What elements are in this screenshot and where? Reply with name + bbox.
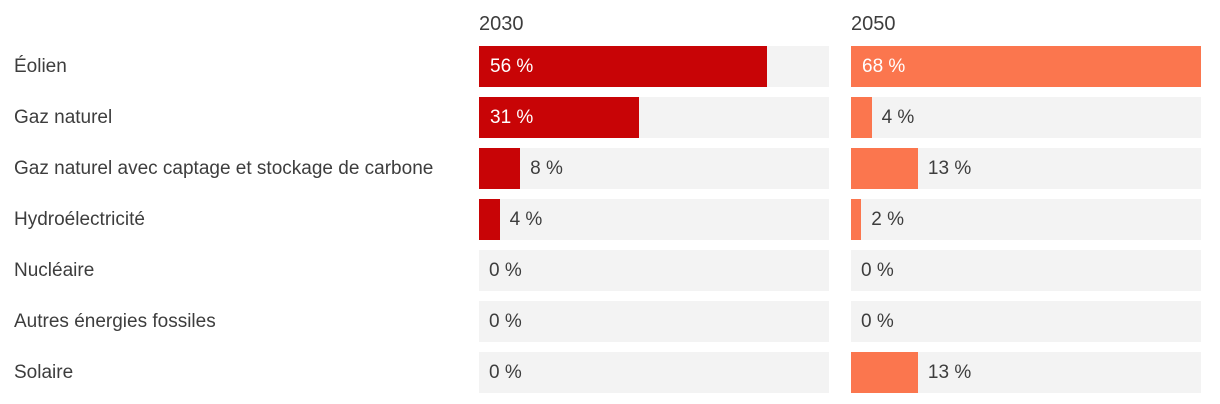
bar-track-2030: 8 % xyxy=(479,148,829,189)
chart-rows: Éolien 56 % 68 % Gaz naturel 31 % 4 % Gaz natu… xyxy=(14,46,1220,393)
category-label: Solaire xyxy=(14,361,74,383)
bar-track-2050: 0 % xyxy=(851,301,1201,342)
column-header-2050: 2050 xyxy=(851,13,896,35)
chart-row: Solaire 0 % 13 % xyxy=(14,352,1220,393)
bar-track-2050: 2 % xyxy=(851,199,1201,240)
chart-header-row: 2030 2050 xyxy=(14,2,1220,36)
bar-value-label: 4 % xyxy=(509,208,543,230)
bar-track-2030: 0 % xyxy=(479,250,829,291)
bar-value-label: 8 % xyxy=(530,157,563,179)
column-header-2030: 2030 xyxy=(479,13,524,35)
bar-track-2030: 56 % xyxy=(479,46,829,87)
bar-value-label: 0 % xyxy=(489,259,522,281)
bar-2030 xyxy=(479,148,521,189)
category-label: Gaz naturel xyxy=(14,106,113,128)
category-label: Autres énergies fossiles xyxy=(14,310,216,332)
category-label: Hydroélectricité xyxy=(14,208,145,230)
bar-value-label: 0 % xyxy=(861,310,894,332)
bar-2050 xyxy=(851,97,872,138)
category-label: Nucléaire xyxy=(14,259,95,281)
chart-row: Éolien 56 % 68 % xyxy=(14,46,1220,87)
bar-track-2050: 4 % xyxy=(851,97,1201,138)
bar-track-2050: 0 % xyxy=(851,250,1201,291)
bar-2030 xyxy=(479,199,500,240)
bar-value-label: 13 % xyxy=(927,361,972,383)
bar-track-2050: 13 % xyxy=(851,148,1201,189)
chart-row: Autres énergies fossiles 0 % 0 % xyxy=(14,301,1220,342)
bar-track-2030: 31 % xyxy=(479,97,829,138)
bar-track-2050: 13 % xyxy=(851,352,1201,393)
bar-track-2030: 0 % xyxy=(479,301,829,342)
bar-2030: 31 % xyxy=(479,97,639,138)
bar-value-label: 0 % xyxy=(861,259,894,281)
category-label: Gaz naturel avec captage et stockage de … xyxy=(14,157,434,179)
bar-value-label: 0 % xyxy=(489,361,522,383)
chart-row: Hydroélectricité 4 % 2 % xyxy=(14,199,1220,240)
bar-value-label: 31 % xyxy=(490,106,534,128)
bar-track-2030: 0 % xyxy=(479,352,829,393)
bar-2050: 68 % xyxy=(851,46,1201,87)
bar-track-2030: 4 % xyxy=(479,199,829,240)
energy-mix-bar-chart: 2030 2050 Éolien 56 % 68 % Gaz naturel 31 % 4… xyxy=(14,2,1220,393)
bar-value-label: 0 % xyxy=(489,310,522,332)
bar-2030: 56 % xyxy=(479,46,768,87)
chart-row: Gaz naturel avec captage et stockage de … xyxy=(14,148,1220,189)
bar-2050 xyxy=(851,148,918,189)
bar-2050 xyxy=(851,199,862,240)
bar-value-label: 4 % xyxy=(881,106,915,128)
chart-row: Gaz naturel 31 % 4 % xyxy=(14,97,1220,138)
category-label: Éolien xyxy=(14,55,67,77)
bar-value-label: 56 % xyxy=(490,55,534,77)
bar-2050 xyxy=(851,352,918,393)
bar-value-label: 2 % xyxy=(871,208,905,230)
chart-row: Nucléaire 0 % 0 % xyxy=(14,250,1220,291)
bar-track-2050: 68 % xyxy=(851,46,1201,87)
bar-value-label: 13 % xyxy=(927,157,972,179)
bar-value-label: 68 % xyxy=(862,55,906,77)
